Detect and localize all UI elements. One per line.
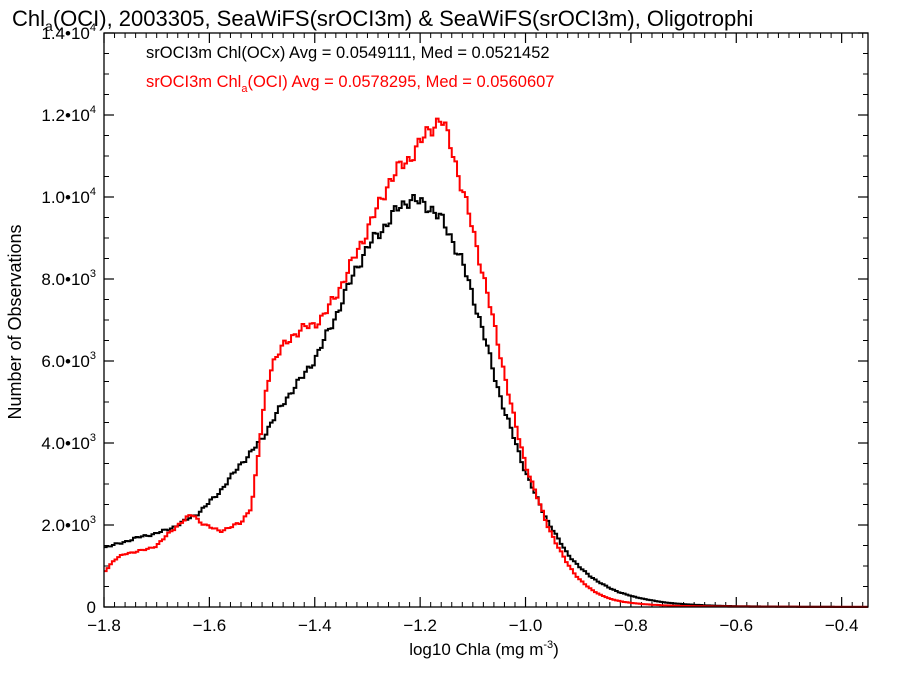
chart-title-rest: (OCI), 2003305, SeaWiFS(srOCI3m) & SeaWi…: [53, 6, 754, 31]
chart-title-prefix: Chl: [12, 6, 45, 31]
x-axis-label-sup: -3: [543, 639, 553, 651]
x-tick-label: −0.4: [825, 616, 859, 635]
x-tick-label: −1.8: [87, 616, 121, 635]
legend-entry: srOCI3m Chl(OCx) Avg = 0.0549111, Med = …: [146, 44, 550, 62]
y-tick-label: 6.0•103: [41, 350, 96, 371]
y-tick-label: 1.2•104: [41, 104, 96, 125]
legend-entry: srOCI3m Chla(OCI) Avg = 0.0578295, Med =…: [146, 73, 554, 95]
x-tick-label: −0.8: [614, 616, 648, 635]
chart-title-subscript: a: [45, 18, 53, 34]
x-tick-label: −1.0: [509, 616, 543, 635]
axis-ticks: −1.8 −1.6 −1.4 −1.2 −1.0 −0.8 −0.6 −0.4 0 2.0•103…: [41, 22, 868, 635]
y-tick-label: 0: [87, 598, 96, 617]
x-axis-label: log10 Chla (mg m-3): [409, 639, 559, 659]
y-tick-label: 8.0•103: [41, 268, 96, 289]
series-lines: [104, 117, 868, 608]
y-tick-label: 2.0•103: [41, 514, 96, 535]
x-tick-label: −1.4: [298, 616, 332, 635]
plot-frame: [103, 32, 869, 608]
series-oci-line: [104, 117, 868, 608]
y-tick-label: 1.4•104: [41, 22, 96, 43]
x-axis-label-main: log10 Chla (mg m: [409, 640, 543, 659]
x-axis-label-close: ): [553, 640, 559, 659]
x-tick-label: −1.2: [403, 616, 437, 635]
y-tick-label: 4.0•103: [41, 432, 96, 453]
series-ocx-line: [104, 194, 868, 608]
chart-title: Chla(OCI), 2003305, SeaWiFS(srOCI3m) & S…: [12, 6, 753, 34]
x-tick-label: −1.6: [193, 616, 227, 635]
y-axis-label: Number of Observations: [5, 224, 25, 419]
legend: srOCI3m Chl(OCx) Avg = 0.0549111, Med = …: [146, 44, 554, 95]
x-tick-label: −0.6: [719, 616, 753, 635]
y-tick-label: 1.0•104: [41, 186, 96, 207]
